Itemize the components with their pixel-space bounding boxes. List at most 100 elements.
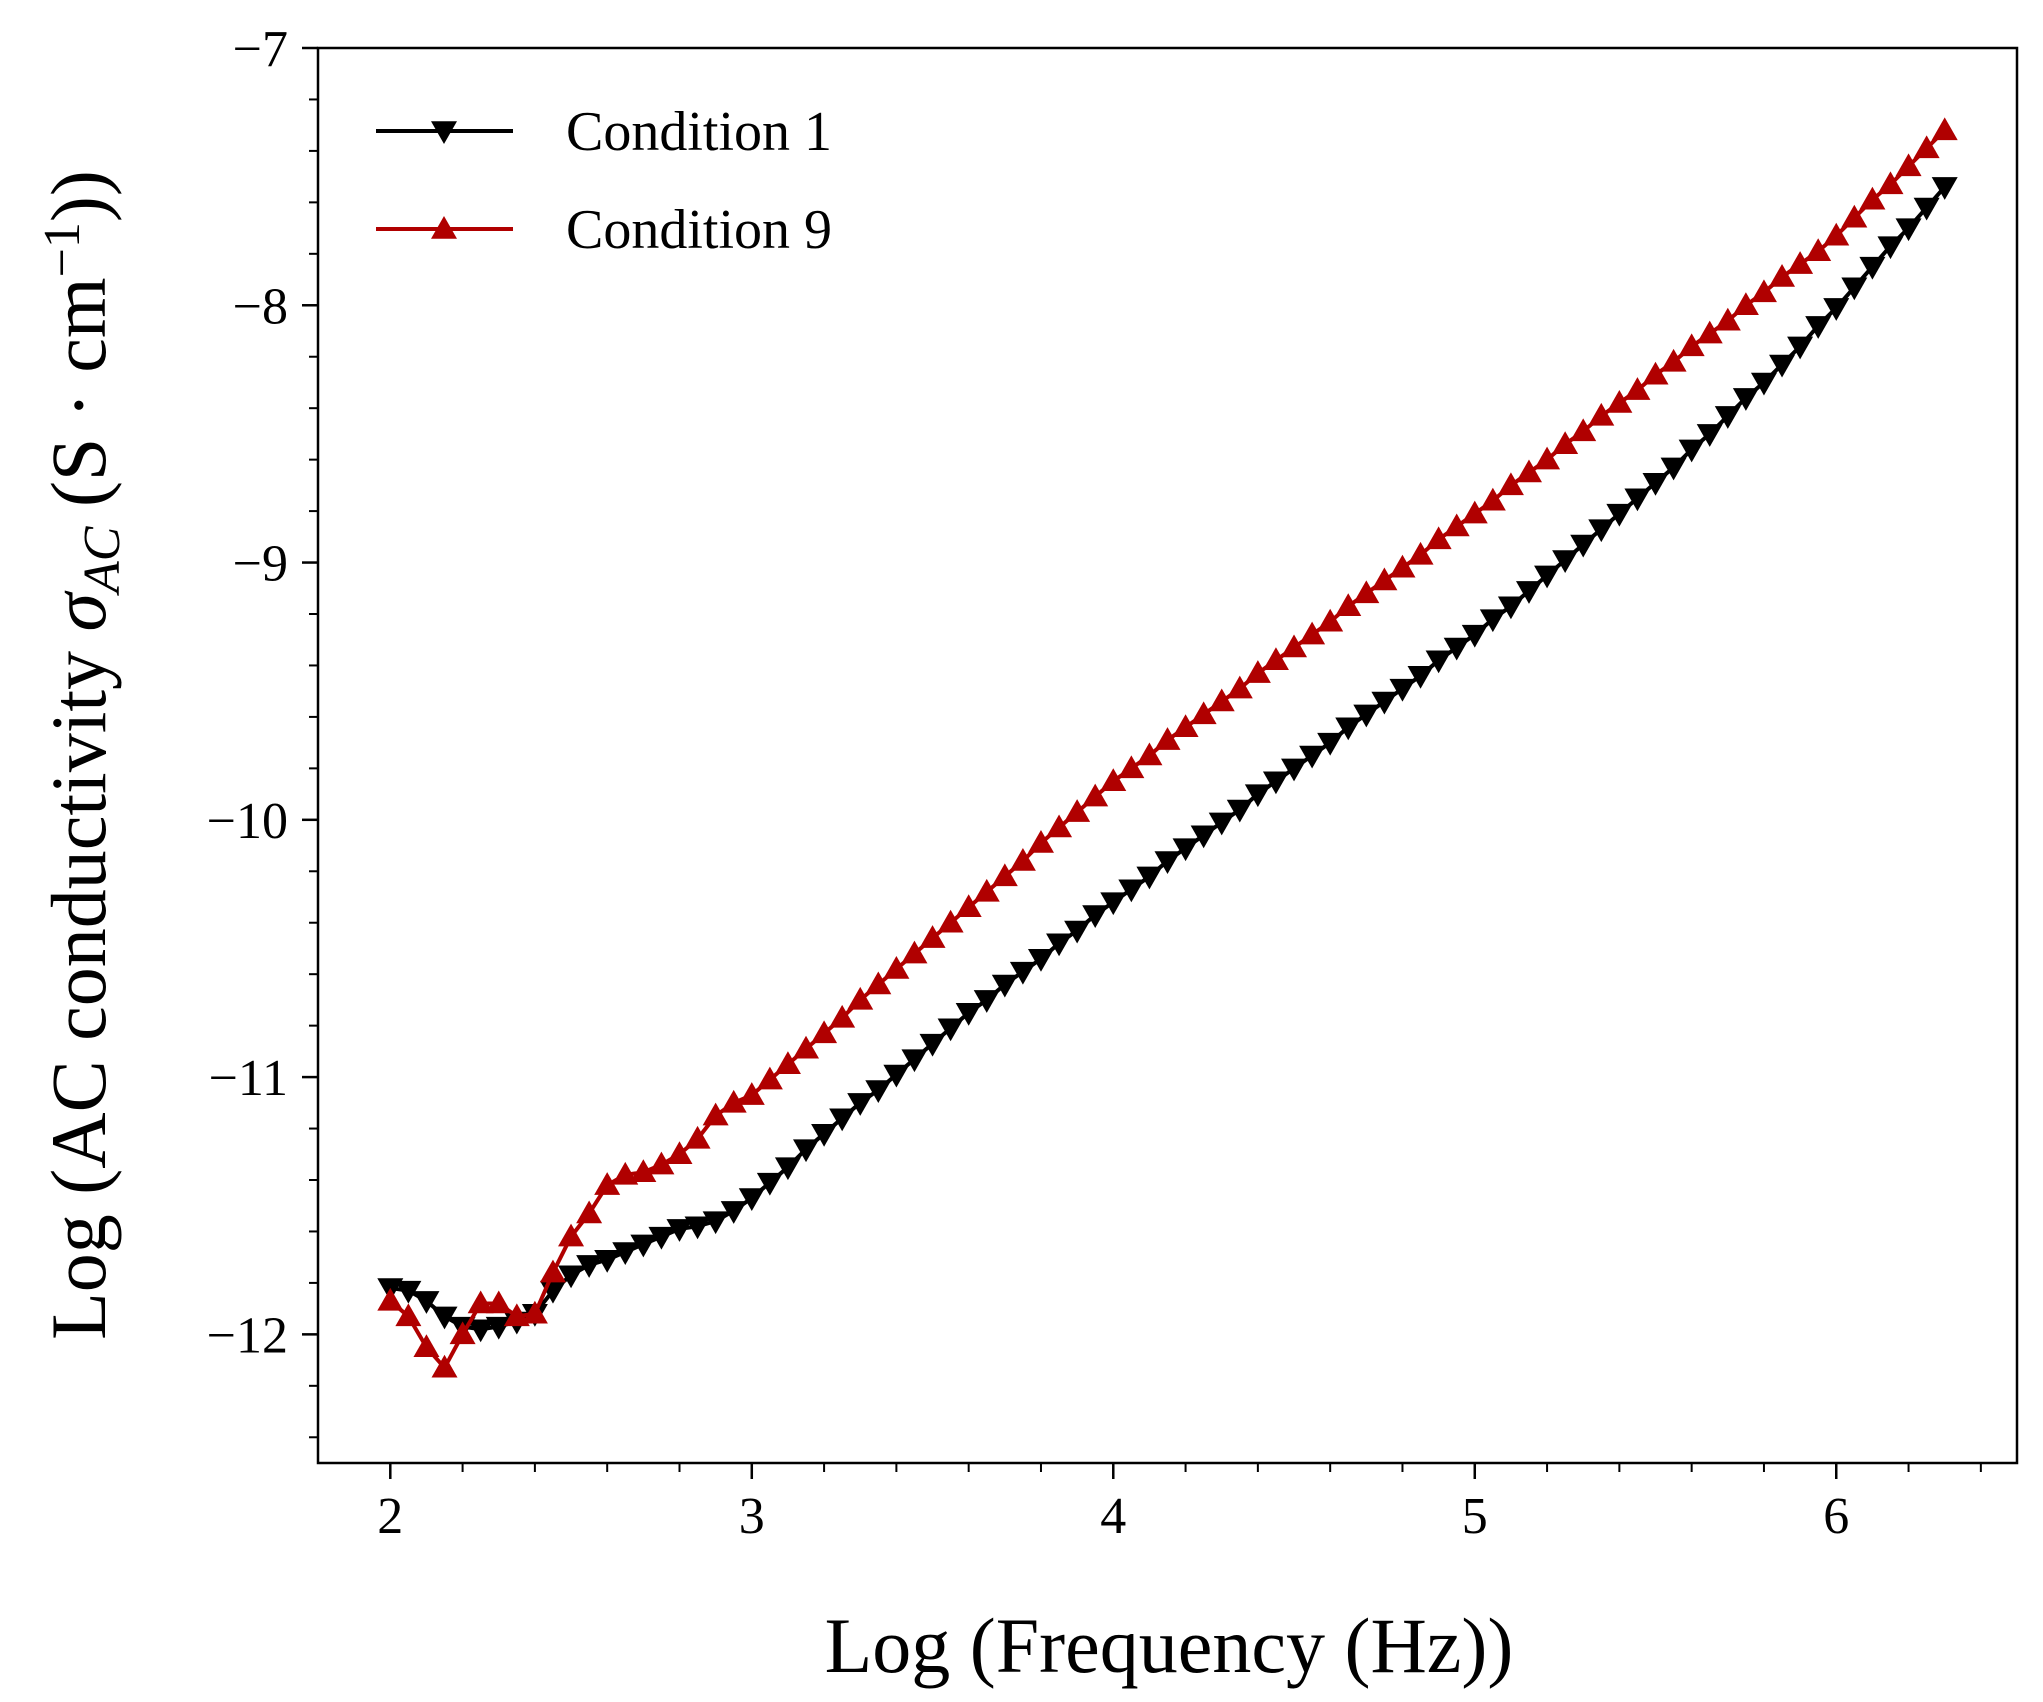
data-point — [1443, 513, 1470, 537]
data-point — [1859, 256, 1886, 280]
data-point — [1226, 799, 1253, 823]
data-point — [1371, 567, 1398, 591]
y-axis-label-part: −1 — [34, 222, 91, 277]
series-line — [390, 185, 1947, 1332]
legend-marker — [431, 121, 457, 144]
data-point — [1624, 377, 1651, 400]
data-point — [630, 1234, 657, 1258]
y-axis-label-part: σ — [35, 590, 122, 631]
data-point — [1552, 431, 1579, 454]
data-point — [1244, 784, 1271, 808]
data-point — [1588, 402, 1615, 426]
data-point — [1479, 609, 1506, 633]
data-point — [648, 1226, 675, 1250]
data-point — [503, 1303, 530, 1327]
data-point — [1732, 292, 1759, 316]
data-point — [1931, 177, 1958, 200]
data-point — [973, 990, 1000, 1013]
data-point — [1515, 581, 1542, 604]
data-point — [1208, 812, 1235, 836]
data-point — [1281, 758, 1308, 782]
data-point — [413, 1334, 440, 1357]
data-point — [1353, 704, 1380, 728]
data-point — [1190, 825, 1217, 849]
data-point — [1299, 621, 1326, 645]
data-point — [756, 1172, 783, 1196]
data-point — [829, 1108, 856, 1132]
data-point — [485, 1290, 512, 1314]
data-point — [793, 1139, 820, 1163]
data-point — [395, 1280, 422, 1304]
data-point — [1823, 298, 1850, 321]
data-point — [901, 1049, 928, 1073]
data-point — [955, 1003, 982, 1026]
data-point — [1208, 688, 1235, 712]
data-point — [1461, 624, 1488, 648]
data-point — [919, 1033, 946, 1057]
data-point — [1317, 732, 1344, 756]
data-point — [1931, 117, 1958, 141]
y-axis-label: Log (AC conductivity σAC (S · cm−1)) — [34, 170, 131, 1340]
data-point — [847, 986, 874, 1010]
data-point — [612, 1161, 639, 1185]
data-point — [865, 1080, 892, 1103]
data-point — [1750, 372, 1777, 396]
data-point — [594, 1172, 621, 1195]
y-tick-label: −7 — [233, 21, 288, 78]
data-point — [630, 1159, 657, 1183]
y-axis-label-part: AC — [74, 525, 131, 596]
data-point — [521, 1300, 548, 1324]
data-point — [865, 971, 892, 995]
data-point — [1769, 354, 1796, 378]
data-point — [1696, 320, 1723, 344]
data-point — [720, 1201, 747, 1224]
data-point — [1172, 714, 1199, 737]
data-point — [937, 909, 964, 933]
data-point — [467, 1290, 494, 1314]
y-tick-label: −9 — [233, 536, 288, 593]
data-point — [793, 1035, 820, 1059]
data-point — [1100, 768, 1127, 791]
data-point — [702, 1211, 729, 1235]
data-point — [1407, 665, 1434, 689]
data-point — [1787, 251, 1814, 274]
data-point — [1027, 829, 1054, 853]
data-point — [829, 1004, 856, 1028]
data-point — [1335, 593, 1362, 617]
x-tick-label: 4 — [1100, 1488, 1126, 1545]
data-point — [973, 878, 1000, 902]
data-point — [1642, 473, 1669, 496]
data-point — [1805, 316, 1832, 339]
data-point — [449, 1321, 476, 1345]
y-tick-label: −11 — [209, 1050, 288, 1107]
data-point — [467, 1319, 494, 1343]
data-point — [991, 974, 1018, 998]
data-point — [1461, 500, 1488, 524]
data-point — [1136, 742, 1163, 766]
data-point — [431, 1354, 458, 1378]
data-point — [1714, 307, 1741, 331]
plot-frame — [316, 46, 2019, 1465]
data-point — [1389, 678, 1416, 702]
data-point — [1515, 459, 1542, 483]
data-point — [1226, 675, 1253, 699]
legend-marker — [431, 216, 457, 239]
data-point — [1877, 171, 1904, 195]
data-point — [576, 1200, 603, 1224]
data-point — [1335, 717, 1362, 741]
x-axis-label: Log (Frequency (Hz)) — [825, 1602, 1514, 1689]
data-point — [1895, 153, 1922, 177]
y-tick-label: −8 — [233, 278, 288, 335]
legend-label: Condition 1 — [566, 101, 832, 163]
data-point — [1082, 905, 1109, 929]
data-point — [1606, 503, 1633, 527]
data-point — [1750, 279, 1777, 303]
data-point — [702, 1102, 729, 1126]
data-point — [811, 1123, 838, 1147]
data-point — [1660, 348, 1687, 372]
data-point — [395, 1303, 422, 1327]
data-point — [774, 1051, 801, 1074]
data-point — [1118, 755, 1145, 779]
data-point — [1064, 799, 1091, 822]
data-point — [1281, 634, 1308, 658]
